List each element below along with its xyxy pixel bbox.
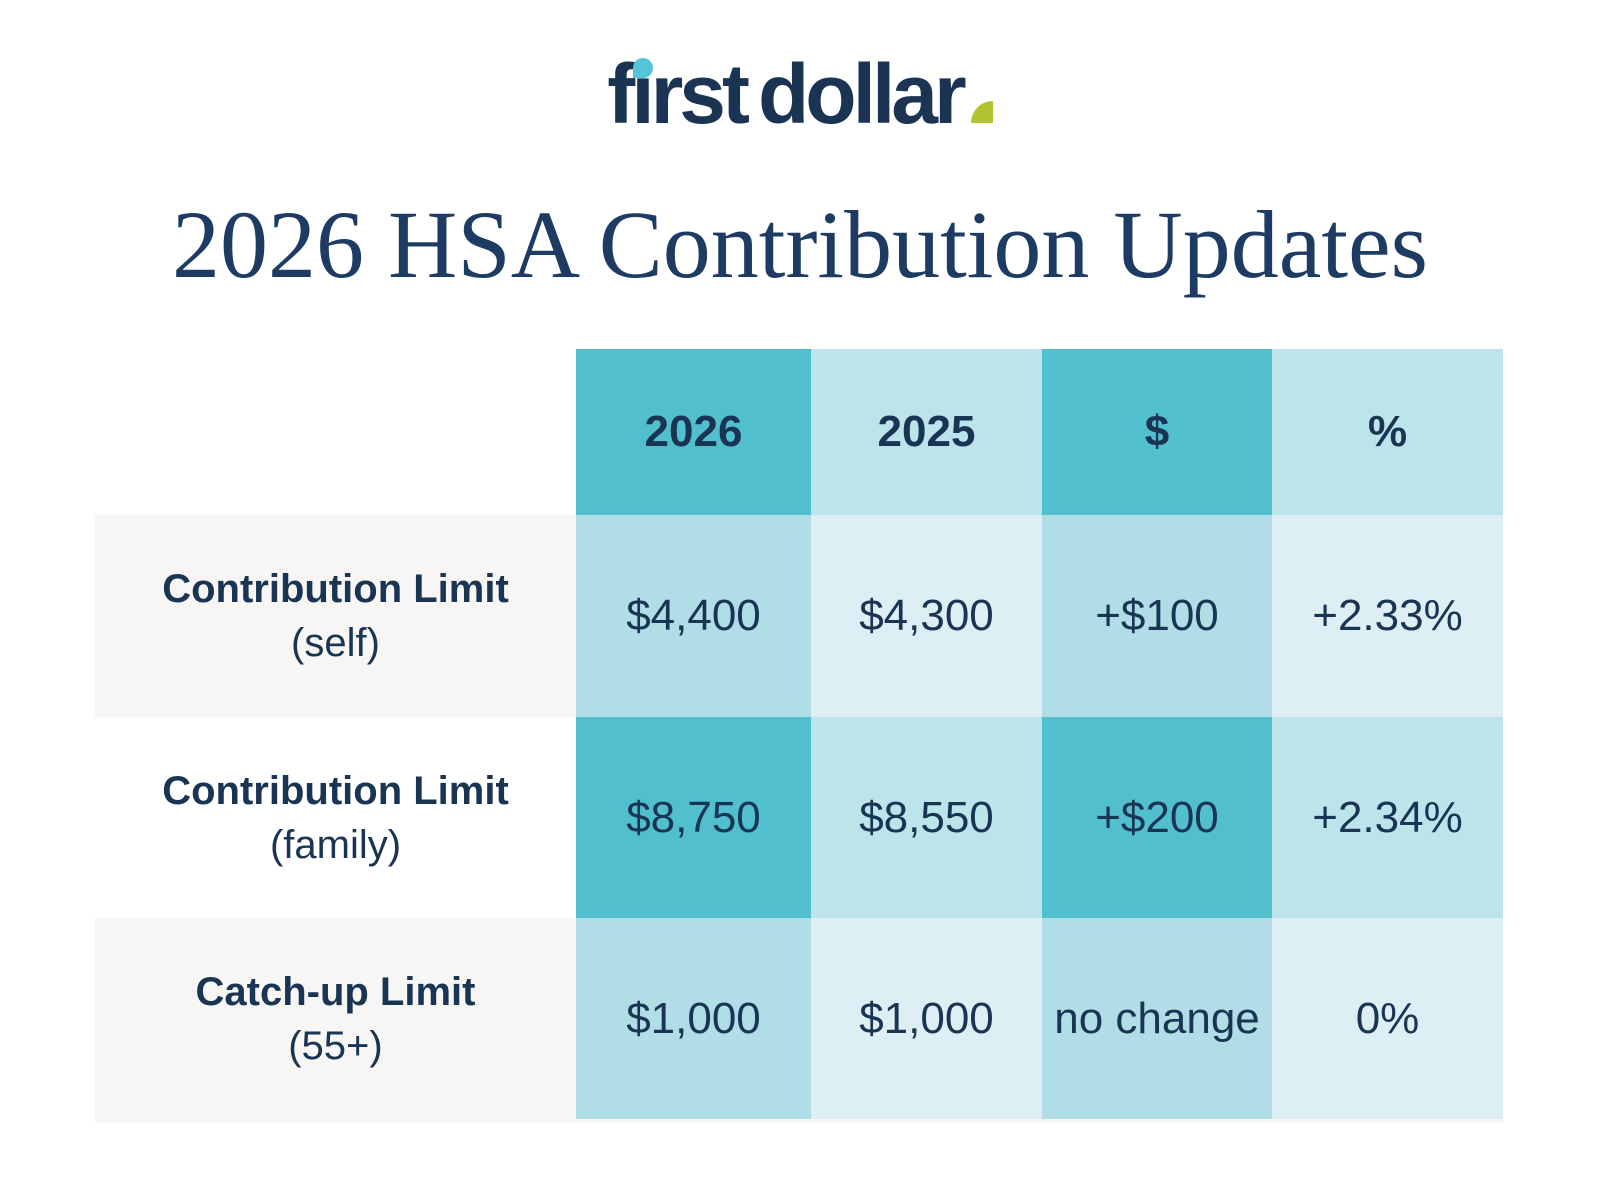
hsa-contribution-table: 2026 2025 $ % Contribution Limit (self) … xyxy=(95,349,1503,1119)
row-label-main: Catch-up Limit xyxy=(195,969,476,1014)
header-cell-2025: 2025 xyxy=(811,349,1042,515)
logo-letter-i: ı xyxy=(631,52,654,136)
row-label-main: Contribution Limit xyxy=(162,567,509,611)
cell-family-percent: +2.34% xyxy=(1272,717,1503,918)
logo-period-accent-icon xyxy=(970,101,993,123)
row-label-contribution-limit-family: Contribution Limit (family) xyxy=(95,717,576,918)
logo-letters-rst: rst xyxy=(650,47,750,141)
row-label-sub: (55+) xyxy=(288,1023,383,1068)
header-cell-percent-change: % xyxy=(1272,349,1503,515)
header-spacer-cell xyxy=(95,349,576,515)
logo-wordmark: fı rst dollar xyxy=(607,47,993,141)
cell-catchup-dollar: no change xyxy=(1042,918,1272,1119)
cell-self-2025: $4,300 xyxy=(811,515,1042,717)
cell-catchup-percent: 0% xyxy=(1272,918,1503,1119)
header-cell-2026: 2026 xyxy=(576,349,811,515)
row-label-catch-up-limit: Catch-up Limit (55+) xyxy=(95,918,576,1119)
cell-self-percent: +2.33% xyxy=(1272,515,1503,717)
row-label-main: Contribution Limit xyxy=(162,768,509,813)
cell-self-2026: $4,400 xyxy=(576,515,811,717)
cell-catchup-2026: $1,000 xyxy=(576,918,811,1119)
cell-family-dollar: +$200 xyxy=(1042,717,1272,918)
cell-self-dollar: +$100 xyxy=(1042,515,1272,717)
row-label-sub: (family) xyxy=(269,822,402,867)
firstdollar-logo: fı rst dollar xyxy=(0,52,1600,136)
logo-letter-f: f xyxy=(607,47,635,141)
cell-family-2026: $8,750 xyxy=(576,717,811,918)
row-label-sub: (self) xyxy=(291,621,380,665)
table-bottom-edge xyxy=(95,1119,1503,1123)
cell-catchup-2025: $1,000 xyxy=(811,918,1042,1119)
logo-word-first: fı rst xyxy=(607,52,750,136)
logo-word-dollar: dollar xyxy=(758,47,967,141)
logo-i-dot-accent-icon xyxy=(633,58,654,78)
page-title: 2026 HSA Contribution Updates xyxy=(171,191,1428,298)
row-label-contribution-limit-self: Contribution Limit (self) xyxy=(95,515,576,717)
header-cell-dollar-change: $ xyxy=(1042,349,1272,515)
cell-family-2025: $8,550 xyxy=(811,717,1042,918)
